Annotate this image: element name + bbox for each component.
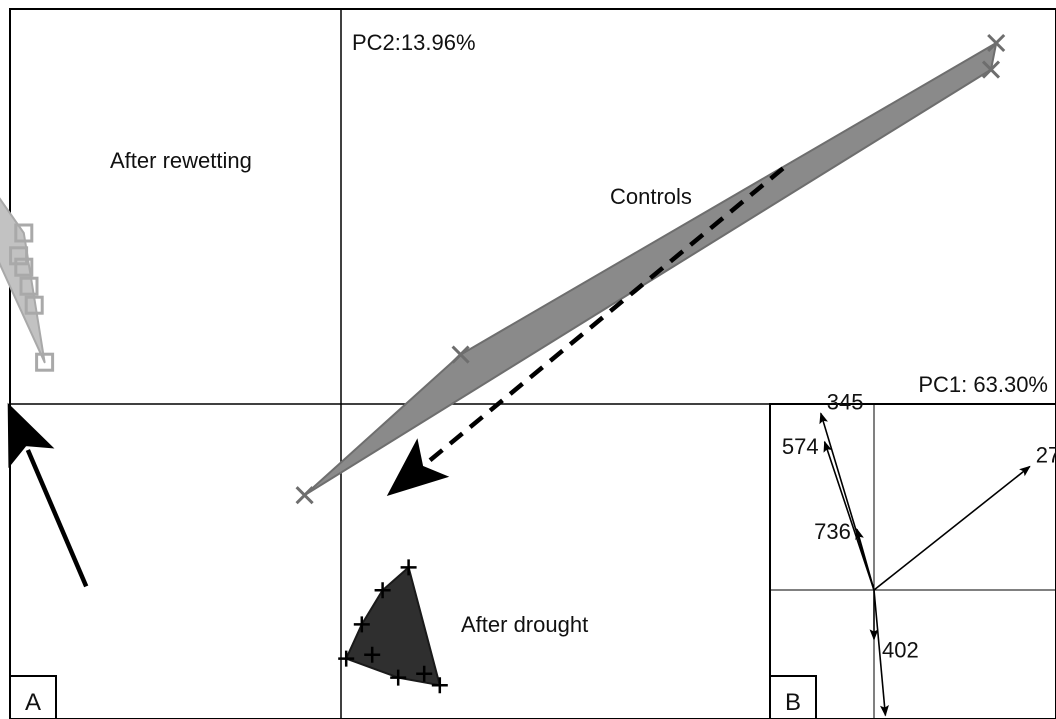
point-after-drought [353,616,370,633]
arrow-head-solid [7,402,55,469]
point-after-rewetting [35,352,55,372]
point-after-drought [390,669,407,686]
loading-arrow-574 [823,440,875,591]
loading-label-402: 402 [882,637,919,662]
point-controls [295,486,314,505]
panel-a-label: A [25,689,41,716]
inset-frame [769,403,1056,719]
point-controls [987,33,1006,53]
point-after-rewetting [9,246,29,266]
plot-frame [9,8,1056,719]
group-label-after-rewetting: After rewetting [110,148,252,173]
point-after-drought [416,665,433,682]
arrow-shaft-solid [25,449,89,588]
sample-points [9,33,1006,694]
loading-label-300: 300 [889,717,926,719]
loading-label-574: 574 [782,434,819,459]
loading-label-271: 271 [1036,443,1056,468]
point-after-rewetting [19,276,39,296]
loading-arrow-736 [855,528,875,591]
shift-arrows [7,166,785,588]
hull-after-drought [345,566,441,687]
hull-after-rewetting [0,197,46,364]
loading-label-736: 736 [814,519,851,544]
point-after-drought [338,650,355,667]
point-controls [451,345,470,364]
loading-arrow-271 [873,465,1031,591]
loading-vectors: 345 574 736 271 402 300 [782,389,1056,719]
group-label-after-drought: After drought [461,612,588,637]
point-after-drought [374,582,391,599]
point-after-drought [431,677,448,694]
loading-label-345: 345 [827,389,864,414]
group-label-controls: Controls [610,184,692,209]
arrow-head-dashed [386,438,450,497]
loading-arrow-300 [873,589,889,717]
panel-b-label: B [785,689,801,716]
point-after-rewetting [14,257,34,277]
point-after-drought [364,646,381,663]
point-after-rewetting [24,295,44,315]
point-after-drought [400,559,417,576]
panel-a-tag: A [9,675,57,719]
pc1-axis-label: PC1: 63.30% [918,372,1048,397]
pc2-axis-label: PC2:13.96% [352,30,476,55]
inset-panel-b: 345 574 736 271 402 300 B [769,389,1056,719]
point-controls [981,60,1001,79]
point-after-rewetting [14,223,34,243]
